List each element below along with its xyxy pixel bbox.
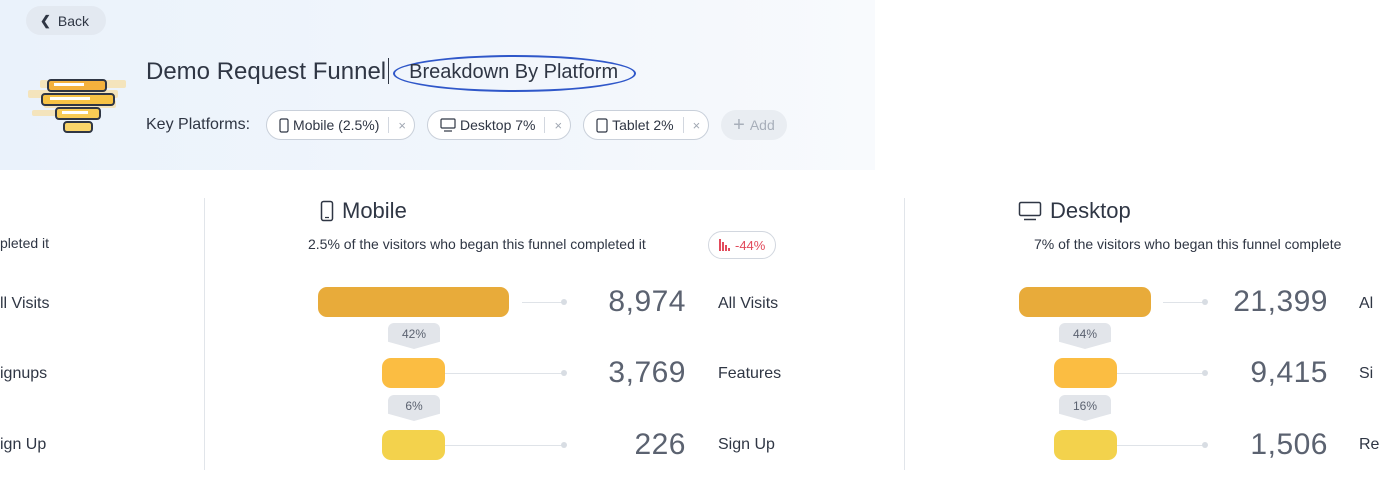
step-label: Features (718, 365, 782, 382)
close-icon[interactable]: × (554, 117, 563, 133)
left-panel-subtitle: pleted it (0, 235, 50, 251)
conversion-badge: 6% (388, 395, 440, 421)
mobile-icon (279, 117, 289, 133)
connector-line (1117, 445, 1205, 446)
step-count: 1,506 (1250, 428, 1328, 461)
desktop-panel-title: Desktop (1018, 198, 1131, 224)
chip-label: Tablet 2% (612, 117, 674, 133)
page-title: Demo Request Funnel Breakdown By Platform (146, 55, 637, 93)
conversion-badge: 16% (1059, 395, 1111, 421)
connector-line (1117, 373, 1205, 374)
chip-divider (544, 117, 546, 133)
left-step-label: ignups (0, 365, 48, 382)
platform-chip-mobile[interactable]: Mobile (2.5%) × (266, 110, 415, 140)
step-count: 8,974 (608, 285, 686, 318)
conversion-badge: 42% (388, 323, 440, 349)
mobile-visitors-text: 2.5% of the visitors who began this funn… (308, 236, 646, 252)
platform-chip-tablet[interactable]: Tablet 2% × (583, 110, 710, 140)
plus-icon: + (733, 114, 745, 136)
connector-line (1163, 302, 1205, 303)
mobile-title-text: Mobile (342, 198, 407, 223)
connector-dot (1202, 299, 1208, 305)
back-button[interactable]: ❮ Back (26, 6, 106, 35)
delta-value: -44% (735, 237, 766, 253)
funnel-bar-step2[interactable] (1054, 358, 1117, 388)
funnel-bar-step3[interactable] (382, 430, 445, 460)
connector-line (522, 302, 564, 303)
close-icon[interactable]: × (692, 117, 701, 133)
mobile-icon (320, 200, 334, 222)
connector-dot (1202, 370, 1208, 376)
connector-line (445, 445, 564, 446)
left-step-label: ign Up (0, 436, 47, 453)
funnel-title: Demo Request Funnel (146, 58, 387, 85)
desktop-icon (440, 118, 456, 132)
step-label: Re (1359, 436, 1380, 453)
desktop-visitors-text: 7% of the visitors who began this funnel… (1034, 236, 1342, 252)
funnel-subtitle: Breakdown By Platform (393, 55, 637, 92)
desktop-icon (1018, 201, 1042, 221)
step-label: Al (1359, 295, 1374, 312)
chevron-left-icon: ❮ (40, 12, 51, 28)
step-label: Sign Up (718, 436, 775, 453)
chip-label: Desktop 7% (460, 117, 536, 133)
left-step-label: ll Visits (0, 295, 50, 312)
funnel-bar-step2[interactable] (382, 358, 445, 388)
tablet-icon (596, 117, 608, 133)
step-count: 3,769 (608, 356, 686, 389)
step-count: 226 (634, 428, 686, 461)
step-count: 9,415 (1250, 356, 1328, 389)
connector-dot (561, 370, 567, 376)
bar-chart-icon (719, 239, 731, 251)
key-platforms-bar: Key Platforms: Mobile (2.5%) × Desktop 7… (146, 110, 787, 140)
chip-divider (682, 117, 684, 133)
title-separator (388, 58, 390, 84)
connector-dot (1202, 442, 1208, 448)
connector-dot (561, 442, 567, 448)
add-label: Add (749, 117, 775, 133)
desktop-title-text: Desktop (1050, 198, 1131, 223)
connector-dot (561, 299, 567, 305)
step-label: All Visits (718, 295, 779, 312)
funnel-bar-step3[interactable] (1054, 430, 1117, 460)
close-icon[interactable]: × (398, 117, 406, 133)
back-label: Back (57, 12, 90, 29)
mobile-panel-title: Mobile (320, 198, 407, 224)
funnel-bar-step1[interactable] (318, 287, 509, 317)
step-count: 21,399 (1233, 285, 1328, 318)
chip-label: Mobile (2.5%) (293, 117, 380, 133)
platform-chip-desktop[interactable]: Desktop 7% × (427, 110, 572, 140)
mobile-delta-badge[interactable]: -44% (708, 231, 777, 259)
connector-line (445, 373, 564, 374)
key-platforms-label: Key Platforms: (146, 116, 251, 133)
column-divider (204, 198, 205, 470)
chip-divider (388, 117, 390, 133)
funnel-logo-icon (28, 79, 126, 133)
funnel-bar-step1[interactable] (1019, 287, 1151, 317)
column-divider (904, 198, 905, 470)
step-label: Si (1359, 365, 1374, 382)
conversion-badge: 44% (1059, 323, 1111, 349)
add-platform-button[interactable]: + Add (721, 110, 787, 140)
